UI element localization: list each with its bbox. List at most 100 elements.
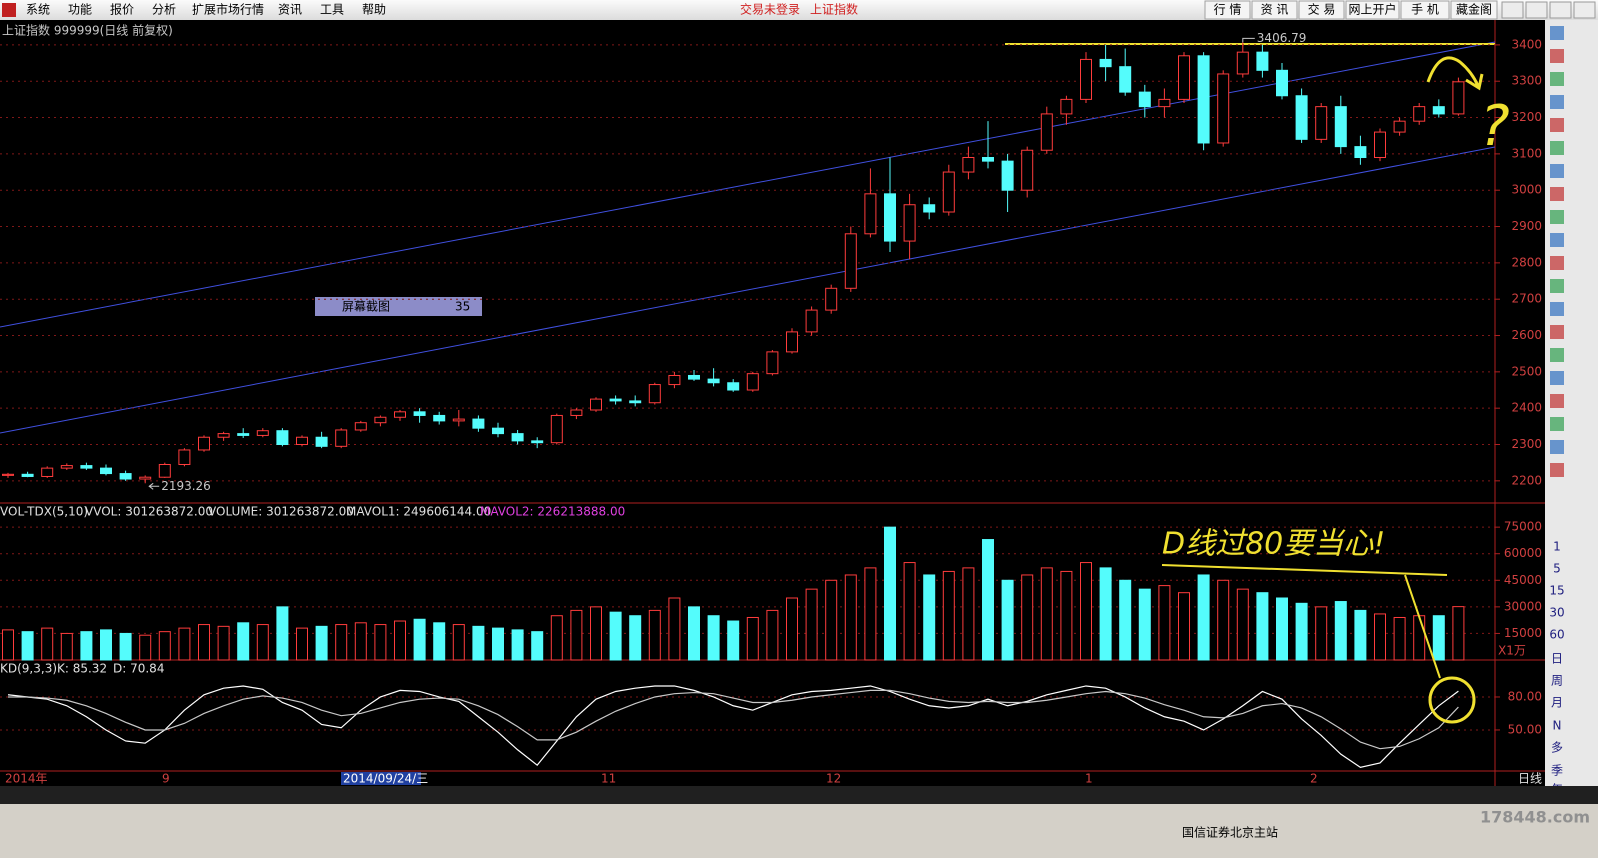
volume-bar [1158, 585, 1171, 661]
toolbar-label[interactable]: 5 [1553, 562, 1561, 576]
toolbar-label[interactable]: 周 [1551, 674, 1563, 688]
y-tick-label: 30000 [1504, 599, 1542, 613]
toolbar-icon[interactable] [1550, 348, 1564, 362]
toolbar-label[interactable]: 60 [1549, 628, 1564, 642]
toolbar-icon[interactable] [1550, 463, 1564, 477]
toolbar-icon[interactable] [1550, 440, 1564, 454]
candle-body [864, 193, 877, 235]
volume-bar [158, 631, 171, 661]
volume-header: VOLUME: 301263872.00 [208, 505, 354, 519]
candle-body [531, 440, 544, 444]
toolbar-icon[interactable] [1550, 164, 1564, 178]
window-control[interactable] [1549, 1, 1572, 19]
toolbar-icon[interactable] [1550, 256, 1564, 270]
window-control[interactable] [1573, 1, 1596, 19]
toolbar-icon[interactable] [1550, 95, 1564, 109]
menu-bar [0, 0, 1598, 20]
candle-body [1432, 106, 1445, 115]
candle-body [1413, 106, 1426, 122]
toolbar-icon[interactable] [1550, 49, 1564, 63]
candle-body [1334, 106, 1347, 148]
volume-bar [80, 631, 93, 661]
volume-bar [707, 615, 720, 661]
menu-status: 上证指数 [810, 2, 858, 17]
volume-bar [492, 627, 504, 661]
toolbar-icon[interactable] [1550, 371, 1564, 385]
volume-bar [844, 574, 857, 661]
menu-button[interactable] [1450, 0, 1498, 20]
toolbar-label[interactable]: 30 [1549, 606, 1564, 620]
menu-item[interactable]: 帮助 [362, 3, 386, 17]
candle-body [962, 157, 975, 173]
candle-body [394, 411, 406, 418]
menu-item[interactable]: 系统 [26, 3, 50, 17]
volume-bar [590, 606, 602, 661]
volume-bar [746, 616, 759, 661]
candle-body [668, 374, 681, 386]
volume-bar [668, 597, 681, 661]
toolbar-icon[interactable] [1550, 394, 1564, 408]
toolbar-label[interactable]: 15 [1549, 584, 1564, 598]
volume-bar [433, 622, 446, 661]
menu-item[interactable]: 扩展市场行情 [192, 2, 264, 17]
menu-button[interactable] [1204, 0, 1251, 20]
toolbar-icon[interactable] [1550, 210, 1564, 224]
candle-body [1354, 146, 1367, 159]
menu-button[interactable] [1298, 0, 1345, 20]
toolbar-icon[interactable] [1550, 417, 1564, 431]
menu-item[interactable]: 资讯 [278, 3, 302, 17]
menu-item[interactable]: 工具 [320, 3, 344, 17]
volume-bar [962, 567, 975, 661]
high-label: 3406.79 [1257, 31, 1307, 45]
toolbar-icon[interactable] [1550, 187, 1564, 201]
toolbar-icon[interactable] [1550, 26, 1564, 40]
menu-button[interactable] [1345, 0, 1400, 20]
window-control[interactable] [1525, 1, 1548, 19]
candle-body [707, 378, 720, 384]
toolbar-icon[interactable] [1550, 302, 1564, 316]
arrow [1426, 56, 1484, 91]
menu-button[interactable] [1400, 0, 1450, 20]
y-tick-label: 3300 [1511, 74, 1542, 88]
y-tick-label: 2300 [1511, 437, 1542, 451]
watermark: 178448.com [1480, 808, 1590, 827]
toolbar-label[interactable]: 日 [1551, 652, 1563, 666]
candle-body [511, 433, 524, 442]
date-label: 9 [162, 772, 170, 786]
toolbar-icon[interactable] [1550, 279, 1564, 293]
candle-body [433, 414, 446, 422]
toolbar-icon[interactable] [1550, 233, 1564, 247]
toolbar-label[interactable]: 1 [1553, 540, 1561, 554]
volume-bar [21, 631, 34, 661]
volume-bar [923, 574, 936, 661]
toolbar-icon[interactable] [1550, 141, 1564, 155]
channel-line [0, 41, 1496, 328]
volume-bar [864, 567, 877, 661]
toolbar-icon[interactable] [1550, 325, 1564, 339]
y-tick-label: 2600 [1511, 328, 1542, 342]
menu-button[interactable] [1251, 0, 1298, 20]
chart-area [0, 20, 1545, 786]
toolbar-icon[interactable] [1550, 72, 1564, 86]
volume-bar [1099, 567, 1112, 661]
toolbar-label[interactable]: N [1553, 719, 1562, 733]
high-marker [1242, 37, 1255, 43]
menu-item[interactable]: 功能 [68, 3, 92, 17]
toolbar-label[interactable]: 多 [1551, 741, 1563, 755]
candle-body [1217, 73, 1230, 144]
candle-body [80, 465, 93, 469]
candle-body [315, 436, 328, 447]
menu-item[interactable]: 分析 [152, 3, 176, 17]
toolbar-label[interactable]: 月 [1551, 696, 1563, 710]
kd-header: K: 85.32 [57, 662, 107, 676]
menu-item[interactable]: 报价 [110, 2, 134, 17]
candle-body [1393, 120, 1406, 133]
window-control[interactable] [1501, 1, 1524, 19]
volume-bar [727, 620, 740, 661]
toolbar-label[interactable]: 季 [1551, 764, 1563, 778]
toolbar-icon[interactable] [1550, 118, 1564, 132]
date-label: 11 [601, 772, 616, 786]
candle-body [844, 233, 857, 289]
y-tick-label: 80.00 [1508, 689, 1542, 703]
date-label: 2014/09/24/三 [343, 772, 428, 786]
